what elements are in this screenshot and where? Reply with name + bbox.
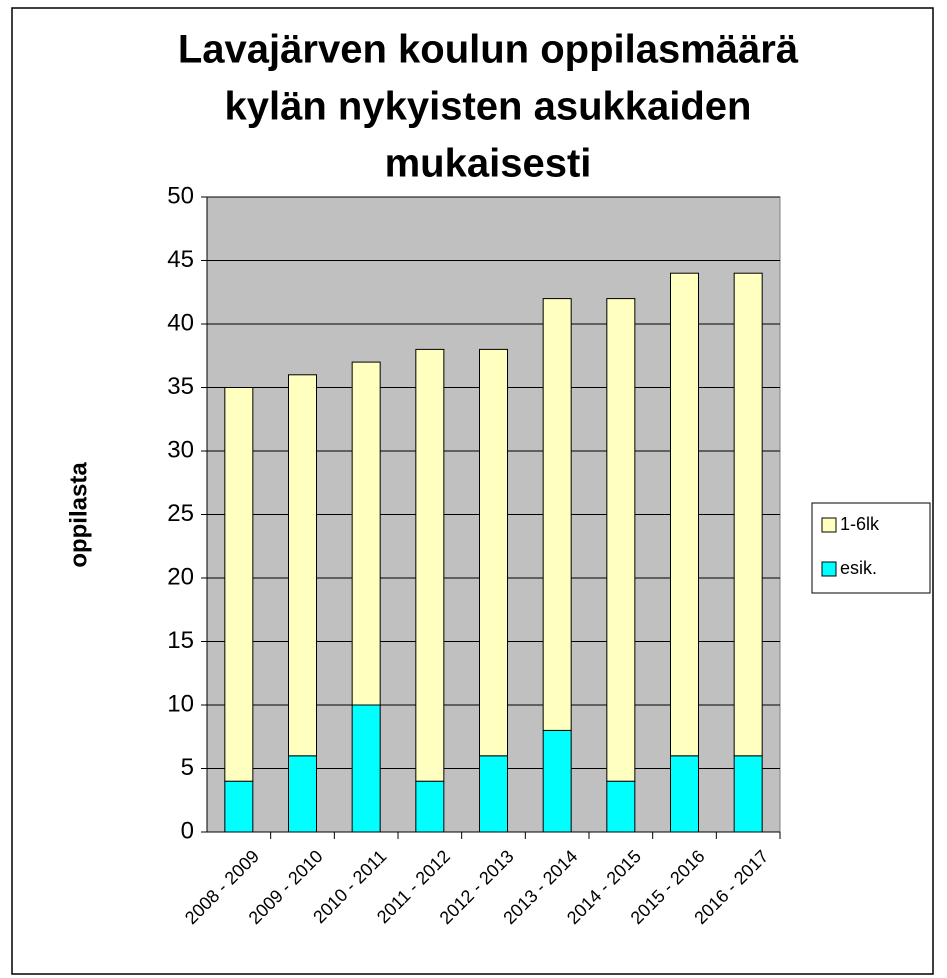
bar-segment <box>542 298 572 731</box>
legend-swatch <box>821 561 837 577</box>
y-tick-label: 15 <box>167 627 194 654</box>
y-tick-label: 5 <box>181 754 194 781</box>
bar-segment <box>542 729 572 833</box>
y-tick-label: 40 <box>167 309 194 336</box>
bar-segment <box>415 780 445 833</box>
bar-segment <box>670 755 699 833</box>
y-tick-label: 30 <box>167 436 194 463</box>
legend-label: esik. <box>840 558 877 578</box>
y-tick-label: 10 <box>167 690 194 717</box>
bar-segment <box>479 348 508 757</box>
bar-segment <box>733 272 763 757</box>
bar-segment <box>415 348 445 782</box>
bar-segment <box>606 780 636 833</box>
y-axis-label: oppilasta <box>65 462 92 568</box>
bar-segment <box>224 780 254 833</box>
y-tick-label: 50 <box>167 182 194 209</box>
bar-segment <box>479 755 508 833</box>
bar-segment <box>670 272 699 757</box>
chart-title: Lavajärven koulun oppilasmäärä <box>178 28 799 72</box>
bar-segment <box>288 755 317 833</box>
y-tick-label: 45 <box>167 246 194 273</box>
bar-segment <box>733 755 763 833</box>
bar-segment <box>224 387 254 782</box>
legend-swatch <box>821 517 837 533</box>
y-tick-label: 20 <box>167 563 194 590</box>
chart-title: mukaisesti <box>385 142 592 186</box>
chart-title: kylän nykyisten asukkaiden <box>225 85 752 129</box>
legend-label: 1-6lk <box>840 514 880 534</box>
y-tick-label: 25 <box>167 500 194 527</box>
y-tick-label: 0 <box>181 817 194 844</box>
y-tick-label: 35 <box>167 373 194 400</box>
bar-segment <box>606 298 636 782</box>
bar-segment <box>351 361 381 706</box>
bar-segment <box>288 374 317 757</box>
bar-segment <box>351 704 381 833</box>
